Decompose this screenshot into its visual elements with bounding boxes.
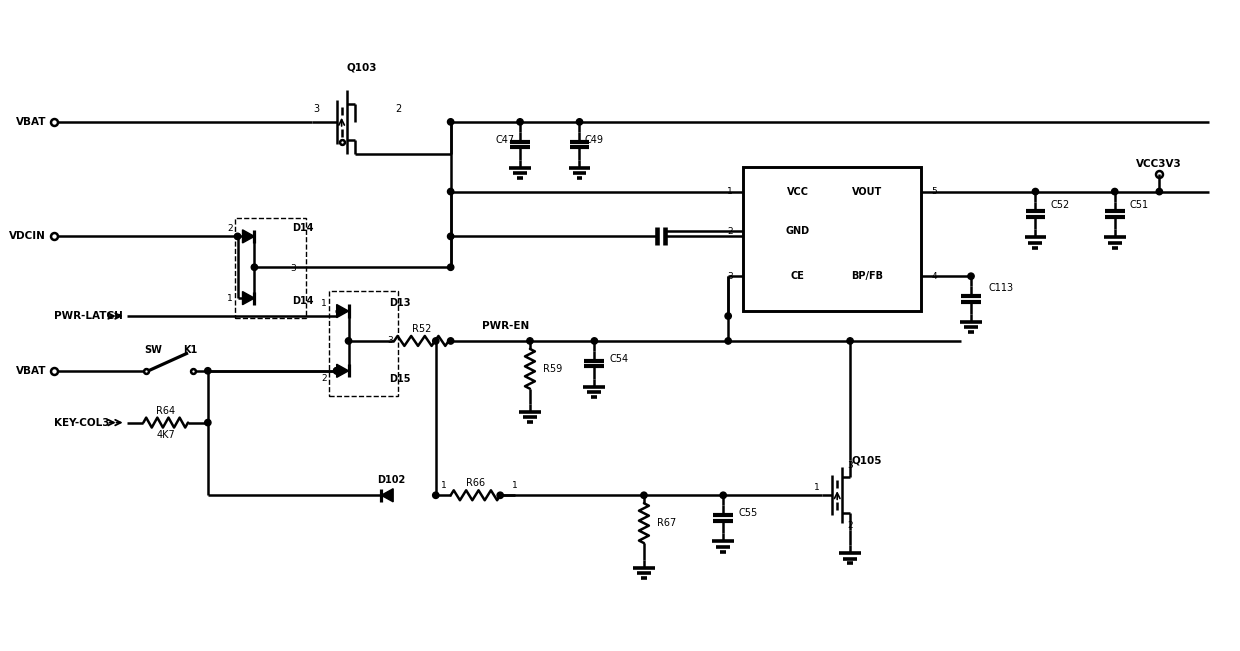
Circle shape xyxy=(517,118,523,125)
Text: VOUT: VOUT xyxy=(852,187,882,197)
Text: 3: 3 xyxy=(314,104,320,114)
Text: K1: K1 xyxy=(182,345,197,355)
Text: 2: 2 xyxy=(728,227,733,236)
Text: 1: 1 xyxy=(728,187,733,196)
Text: 1: 1 xyxy=(321,299,327,307)
Text: U10: U10 xyxy=(786,172,808,182)
Circle shape xyxy=(725,338,732,344)
Text: Q103: Q103 xyxy=(346,62,377,72)
Text: 5: 5 xyxy=(931,187,937,196)
Text: D14: D14 xyxy=(293,296,314,306)
Text: 3: 3 xyxy=(728,271,733,281)
Text: 3: 3 xyxy=(290,264,296,273)
Text: 2: 2 xyxy=(396,104,402,114)
Text: 4K7: 4K7 xyxy=(156,430,175,439)
Circle shape xyxy=(1156,188,1162,195)
Text: PWR-LATCH: PWR-LATCH xyxy=(55,311,123,321)
Text: R64: R64 xyxy=(156,406,175,415)
Polygon shape xyxy=(337,364,348,378)
Circle shape xyxy=(591,338,598,344)
Text: C47: C47 xyxy=(496,135,515,145)
Circle shape xyxy=(234,233,241,240)
Circle shape xyxy=(433,492,439,499)
Circle shape xyxy=(725,313,732,319)
Circle shape xyxy=(448,233,454,240)
Circle shape xyxy=(497,492,503,499)
Text: R59: R59 xyxy=(543,364,562,374)
Polygon shape xyxy=(337,305,348,318)
Text: D102: D102 xyxy=(377,475,405,486)
Text: C54: C54 xyxy=(609,354,629,364)
Circle shape xyxy=(448,118,454,125)
Circle shape xyxy=(448,264,454,270)
Circle shape xyxy=(205,368,211,374)
Text: 1: 1 xyxy=(512,481,518,490)
Circle shape xyxy=(448,188,454,195)
Circle shape xyxy=(720,492,727,499)
Text: C51: C51 xyxy=(1130,199,1148,210)
Circle shape xyxy=(847,338,853,344)
Circle shape xyxy=(968,273,975,279)
Text: D15: D15 xyxy=(389,374,410,384)
Text: 3: 3 xyxy=(387,337,393,346)
Text: C49: C49 xyxy=(585,135,604,145)
Text: GND: GND xyxy=(785,227,810,236)
Circle shape xyxy=(205,419,211,426)
Polygon shape xyxy=(381,489,393,502)
Text: 2: 2 xyxy=(321,374,327,383)
Text: D14: D14 xyxy=(293,223,314,234)
Text: R52: R52 xyxy=(412,324,432,334)
Circle shape xyxy=(577,118,583,125)
Circle shape xyxy=(641,492,647,499)
Text: SW: SW xyxy=(144,345,162,355)
Polygon shape xyxy=(243,230,254,243)
Text: 3: 3 xyxy=(847,461,853,470)
Circle shape xyxy=(334,368,340,374)
Text: VCC3V3: VCC3V3 xyxy=(1136,159,1182,169)
Text: R66: R66 xyxy=(466,478,485,488)
Text: 1: 1 xyxy=(813,483,820,492)
Bar xyxy=(234,219,306,318)
Text: KEY-COL3: KEY-COL3 xyxy=(55,417,109,428)
Text: R67: R67 xyxy=(657,518,676,528)
Bar xyxy=(329,291,398,396)
Text: BP/FB: BP/FB xyxy=(851,271,883,281)
Text: C55: C55 xyxy=(738,508,758,518)
Text: 2: 2 xyxy=(847,521,853,530)
Text: VDCIN: VDCIN xyxy=(10,231,46,242)
Text: D13: D13 xyxy=(389,298,410,308)
Text: VBAT: VBAT xyxy=(16,117,46,127)
Text: C113: C113 xyxy=(988,283,1014,293)
Text: VBAT: VBAT xyxy=(16,366,46,376)
Text: CE: CE xyxy=(791,271,805,281)
Circle shape xyxy=(1032,188,1039,195)
Circle shape xyxy=(334,368,340,374)
Circle shape xyxy=(252,264,258,270)
Text: 1: 1 xyxy=(227,294,233,303)
Text: 1: 1 xyxy=(441,481,446,490)
Circle shape xyxy=(346,338,352,344)
Text: VCC: VCC xyxy=(786,187,808,197)
Circle shape xyxy=(433,338,439,344)
Text: 2: 2 xyxy=(227,224,233,233)
Circle shape xyxy=(527,338,533,344)
Circle shape xyxy=(1111,188,1118,195)
Text: PWR-EN: PWR-EN xyxy=(481,321,528,331)
Text: Q105: Q105 xyxy=(852,456,882,465)
Text: C52: C52 xyxy=(1050,199,1070,210)
Circle shape xyxy=(448,338,454,344)
Bar xyxy=(743,167,921,311)
Text: 4: 4 xyxy=(931,271,937,281)
Polygon shape xyxy=(243,292,254,305)
